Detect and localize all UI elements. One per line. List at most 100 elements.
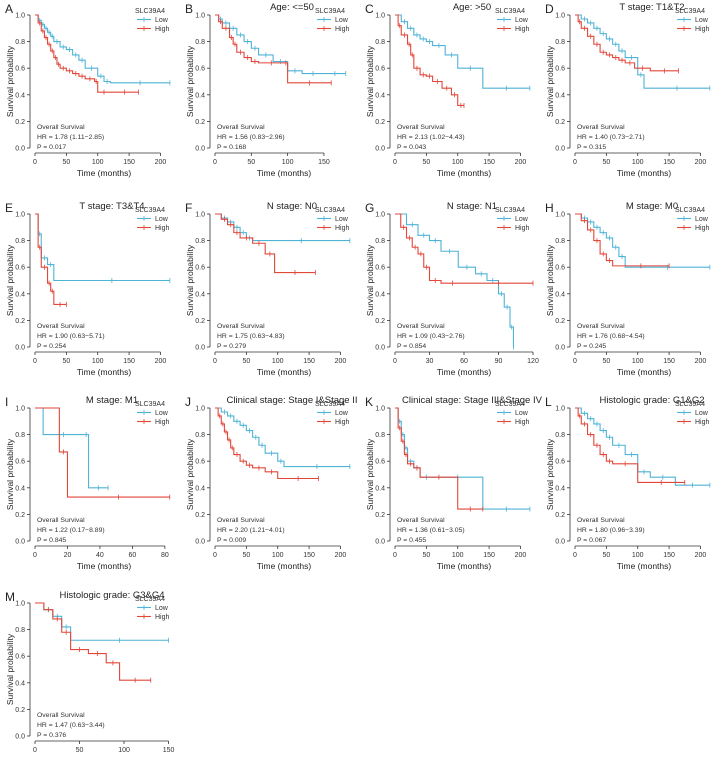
x-tick-label: 150	[663, 358, 675, 365]
x-tick-label: 100	[92, 358, 104, 365]
panel-letter: B	[185, 2, 193, 16]
km-curve-high	[215, 14, 332, 84]
y-tick-label: 0.2	[15, 318, 25, 325]
y-tick-label: 1.0	[375, 406, 385, 413]
hazard-ratio: HR = 1.76 (0.68−4.54)	[577, 333, 645, 340]
panel-h: H M stage: M0 0.0 0.2 0.4 0.6 0.8 1.0 0 50 100 150 2…	[545, 201, 711, 377]
panel-title: T stage: T3&T4	[79, 201, 144, 212]
panel-letter: K	[365, 395, 373, 409]
legend-label-low: Low	[155, 216, 169, 223]
stats-title: Overall Survival	[37, 124, 85, 131]
y-tick-label: 0.8	[375, 238, 385, 245]
y-tick-label: 0.0	[15, 734, 25, 741]
legend-title: SLC39A4	[135, 207, 165, 214]
stats-title: Overall Survival	[397, 517, 445, 524]
panel-e: E T stage: T3&T4 0.0 0.2 0.4 0.6 0.8 1.0 0 50 100 1…	[5, 201, 171, 377]
hazard-ratio: HR = 1.09 (0.43−2.76)	[397, 333, 465, 340]
x-tick-label: 50	[62, 159, 70, 166]
x-tick-label: 150	[303, 358, 315, 365]
km-curve-low	[395, 407, 530, 510]
km-curve-low	[395, 213, 514, 347]
y-tick-label: 1.0	[15, 212, 25, 219]
y-tick-label: 0.0	[15, 539, 25, 546]
y-tick-label: 0.6	[555, 265, 565, 272]
x-tick-label: 120	[527, 358, 539, 365]
x-tick-label: 0	[33, 159, 37, 166]
y-tick-label: 1.0	[15, 13, 25, 20]
y-tick-label: 1.0	[555, 406, 565, 413]
x-axis-label: Time (months)	[77, 367, 132, 377]
y-tick-label: 1.0	[375, 13, 385, 20]
x-tick-label: 0	[573, 552, 577, 559]
km-curve-high	[395, 407, 483, 510]
x-tick-label: 60	[460, 358, 468, 365]
x-tick-label: 100	[92, 159, 104, 166]
y-tick-label: 0.6	[15, 654, 25, 661]
y-tick-label: 0.6	[375, 66, 385, 73]
km-curve-low	[575, 14, 710, 89]
x-tick-label: 150	[123, 358, 135, 365]
y-tick-label: 0.4	[555, 92, 565, 99]
x-tick-label: 100	[632, 552, 644, 559]
y-tick-label: 0.8	[555, 432, 565, 439]
y-tick-label: 0.2	[15, 707, 25, 714]
x-tick-label: 50	[602, 552, 610, 559]
x-axis-label: Time (months)	[77, 168, 132, 178]
panel-l: L Histologic grade: G1&G2 0.0 0.2 0.4 0.6 0.8 1…	[545, 395, 711, 571]
x-tick-label: 0	[393, 358, 397, 365]
y-tick-label: 0.0	[15, 146, 25, 153]
hazard-ratio: HR = 1.40 (0.73−2.71)	[577, 134, 645, 141]
y-tick-label: 0.4	[195, 485, 205, 492]
x-tick-label: 0	[573, 358, 577, 365]
legend-title: SLC39A4	[495, 207, 525, 214]
km-curve-high	[575, 14, 679, 72]
x-axis-label: Time (months)	[437, 561, 492, 571]
x-tick-label: 50	[76, 747, 84, 754]
panel-m: M Histologic grade: G3&G4 0.0 0.2 0.4 0.6 0.8 1…	[5, 590, 174, 758]
stats-title: Overall Survival	[37, 323, 85, 330]
y-tick-label: 0.8	[555, 39, 565, 46]
legend-title: SLC39A4	[315, 8, 345, 15]
legend-label-high: High	[695, 419, 710, 426]
legend-label-high: High	[155, 26, 170, 33]
legend-title: SLC39A4	[675, 401, 705, 408]
legend-label-low: Low	[335, 17, 349, 24]
y-tick-label: 1.0	[195, 13, 205, 20]
legend-label-high: High	[515, 419, 530, 426]
panel-title: Age: >50	[453, 2, 491, 13]
y-tick-label: 0.6	[15, 459, 25, 466]
x-axis-label: Time (months)	[617, 367, 672, 377]
x-tick-label: 0	[213, 159, 217, 166]
y-axis-label: Survival probability	[185, 244, 195, 316]
x-tick-label: 200	[695, 159, 707, 166]
x-tick-label: 200	[155, 358, 167, 365]
km-curve-high	[395, 213, 533, 284]
panel-title: M stage: M0	[626, 201, 678, 212]
panel-title: N stage: N0	[267, 201, 317, 212]
panel-j: J Clinical stage: Stage I&Stage II 0.0 0.2 0…	[185, 395, 357, 571]
legend-title: SLC39A4	[675, 207, 705, 214]
p-value: P = 0.254	[37, 343, 66, 350]
x-tick-label: 200	[695, 358, 707, 365]
x-tick-label: 100	[632, 358, 644, 365]
panel-title: Histologic grade: G1&G2	[599, 395, 704, 406]
x-tick-label: 200	[695, 552, 707, 559]
y-tick-label: 0.8	[375, 39, 385, 46]
y-tick-label: 0.4	[195, 92, 205, 99]
y-tick-label: 0.8	[15, 39, 25, 46]
hazard-ratio: HR = 1.90 (0.63−5.71)	[37, 333, 105, 340]
legend-label-low: Low	[155, 605, 169, 612]
legend-label-low: Low	[515, 410, 529, 417]
y-axis-label: Survival probability	[365, 45, 375, 117]
y-tick-label: 0.2	[15, 512, 25, 519]
x-tick-label: 150	[483, 552, 495, 559]
y-tick-label: 0.2	[195, 119, 205, 126]
legend-label-low: Low	[695, 17, 709, 24]
y-tick-label: 0.0	[375, 146, 385, 153]
y-tick-label: 1.0	[15, 601, 25, 608]
y-tick-label: 0.8	[195, 39, 205, 46]
x-tick-label: 80	[161, 552, 169, 559]
panel-b: B Age: <=50 0.0 0.2 0.4 0.6 0.8 1.0 0 50 100 150 Tim…	[185, 2, 350, 178]
x-axis-label: Time (months)	[257, 367, 312, 377]
x-tick-label: 0	[33, 747, 37, 754]
